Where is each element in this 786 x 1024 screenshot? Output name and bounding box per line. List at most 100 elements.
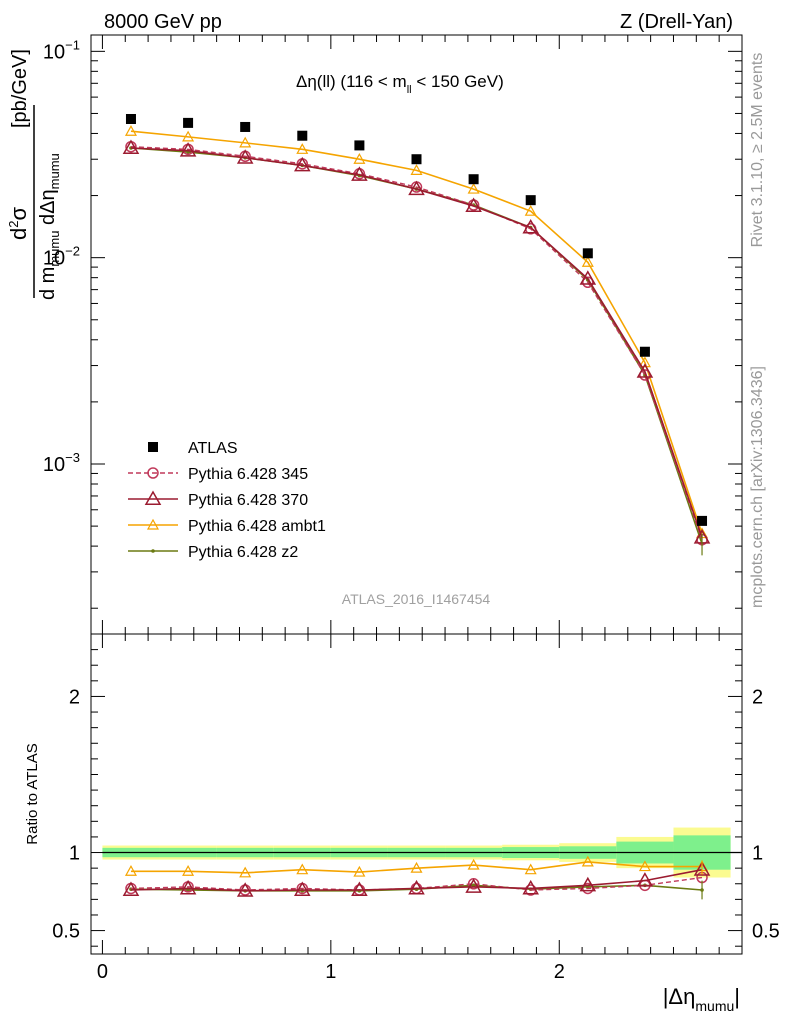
data-point <box>468 174 479 185</box>
data-point <box>151 549 155 553</box>
y-tick-label: 10−1 <box>43 37 80 63</box>
data-point <box>582 276 594 289</box>
mcplots-label: mcplots.cern.ch [arXiv:1306.3436] <box>749 366 766 608</box>
series-line-ambt1 <box>130 130 703 534</box>
process-label: Z (Drell-Yan) <box>620 11 733 33</box>
ratio-y-tick-label-left: 1 <box>69 843 80 865</box>
y-tick-label-exponent: −2 <box>65 244 80 259</box>
data-point <box>636 872 654 887</box>
y-label-denominator: d mmumu dΔηmumu <box>37 153 62 300</box>
data-point <box>354 140 365 151</box>
rivet-version-label: Rivet 3.1.10, ≥ 2.5M events <box>749 53 766 248</box>
data-point <box>147 467 159 479</box>
ratio-y-tick-label-right: 1 <box>752 843 763 865</box>
data-point <box>122 139 140 155</box>
main-title-sub: ll <box>407 84 412 96</box>
ratio-line-p370 <box>130 868 703 892</box>
data-point <box>239 866 252 878</box>
data-point <box>236 149 254 164</box>
data-point <box>579 270 597 285</box>
ratio-line-p345 <box>130 876 703 891</box>
ratio-series <box>122 855 711 900</box>
x-tick-label: 2 <box>554 961 565 983</box>
x-tick-label: 0 <box>97 961 108 983</box>
main-y-axis-label: d2σ d mmumu dΔηmumu [pb/GeV] <box>6 49 62 300</box>
ratio-ticks: 0.5 0.5 1 1 2 2 0 1 2 <box>52 634 780 983</box>
data-point <box>579 876 597 892</box>
y-tick-label: 10−2 <box>43 244 80 270</box>
data-point <box>182 865 195 876</box>
data-point <box>297 130 308 141</box>
legend-label-ambt1: Pythia 6.428 ambt1 <box>188 518 326 535</box>
data-point <box>524 863 537 875</box>
data-point <box>581 855 594 867</box>
legend: ATLAS Pythia 6.428 345 Pythia 6.428 370 Pyt… <box>128 440 326 561</box>
data-point <box>697 515 708 526</box>
main-y-ticks: 10−110−210−3 <box>43 35 742 634</box>
data-point <box>408 180 425 196</box>
ratio-y-tick-label-right: 0.5 <box>752 921 780 943</box>
main-title-post: < 150 GeV) <box>412 72 504 91</box>
data-point <box>638 860 651 872</box>
data-point <box>148 442 158 452</box>
energy-label: 8000 GeV pp <box>104 11 222 33</box>
data-point <box>351 166 368 181</box>
data-point <box>179 879 197 895</box>
y-tick-label-exponent: −3 <box>65 450 80 465</box>
data-point <box>693 861 711 876</box>
data-point <box>524 204 537 216</box>
series-line-p370 <box>130 147 703 538</box>
data-point <box>522 219 540 234</box>
data-point <box>146 518 160 530</box>
y-label-units: [pb/GeV] <box>9 49 31 128</box>
data-point <box>465 197 482 212</box>
data-point <box>465 878 482 893</box>
series-line-z2 <box>130 147 703 545</box>
series-line-p345 <box>130 146 703 540</box>
data-point <box>638 356 651 368</box>
x-tick-label: 1 <box>325 961 336 983</box>
main-series <box>122 113 711 556</box>
data-point <box>296 863 309 875</box>
y-tick-label-base: 10 <box>43 41 65 63</box>
y-tick-label-base: 10 <box>43 454 65 476</box>
y-label-numerator: d2σ <box>6 207 31 240</box>
data-point <box>525 195 536 206</box>
ratio-uncertainty-bands <box>102 827 742 878</box>
y-tick-label-base: 10 <box>43 248 65 270</box>
analysis-watermark: ATLAS_2016_I1467454 <box>342 591 491 607</box>
main-panel: 10−110−210−3 <box>43 34 743 635</box>
ratio-frame <box>90 633 743 955</box>
data-point <box>236 882 254 897</box>
x-axis-label: |Δηmumu| <box>663 984 740 1014</box>
ratio-y-tick-label-right: 2 <box>752 686 763 708</box>
data-point <box>144 490 162 505</box>
data-point <box>179 142 197 157</box>
main-title-pre: Δη(ll) (116 < m <box>296 72 407 91</box>
data-point <box>411 154 422 165</box>
data-point <box>125 113 136 124</box>
legend-label-z2: Pythia 6.428 z2 <box>188 544 298 561</box>
data-point <box>239 136 252 148</box>
legend-label-atlas: ATLAS <box>188 440 238 457</box>
data-point <box>467 858 480 870</box>
data-point <box>410 861 423 873</box>
data-point <box>182 130 195 142</box>
data-point <box>408 879 425 895</box>
data-point <box>293 881 311 896</box>
data-point <box>296 143 309 154</box>
data-point <box>353 152 366 164</box>
main-title: Δη(ll) (116 < mll < 150 GeV) <box>296 72 504 96</box>
legend-label-p370: Pythia 6.428 370 <box>188 492 308 509</box>
ratio-y-axis-label: Ratio to ATLAS <box>24 743 41 844</box>
data-point <box>582 248 593 259</box>
data-point <box>353 865 366 877</box>
data-point <box>183 117 194 128</box>
data-point <box>124 124 137 136</box>
data-point <box>581 256 594 267</box>
data-point <box>522 879 540 895</box>
data-point <box>124 865 137 876</box>
ratio-y-tick-label-left: 0.5 <box>52 921 80 943</box>
data-point <box>293 156 311 172</box>
